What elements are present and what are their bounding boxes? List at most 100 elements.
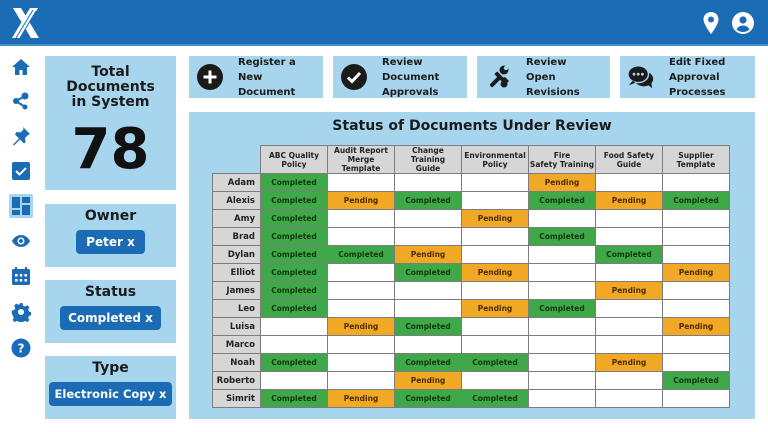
help-icon[interactable]: ? [10,337,32,359]
pin-icon[interactable] [10,125,32,147]
status-cell-completed[interactable]: Completed [461,389,529,408]
column-header[interactable]: Change Training Guide [394,145,462,174]
status-cell-empty[interactable] [327,263,395,282]
status-cell-pending[interactable]: Pending [461,263,529,282]
row-header-name[interactable]: Noah [212,353,261,372]
status-cell-empty[interactable] [327,353,395,372]
status-cell-completed[interactable]: Completed [595,245,663,264]
status-cell-pending[interactable]: Pending [461,299,529,318]
status-cell-empty[interactable] [327,299,395,318]
status-cell-completed[interactable]: Completed [260,227,328,246]
status-cell-empty[interactable] [662,335,730,354]
row-header-name[interactable]: Adam [212,173,261,192]
gear-icon[interactable] [10,301,32,323]
status-cell-empty[interactable] [394,173,462,192]
dashboard-icon[interactable] [9,194,33,218]
status-cell-empty[interactable] [394,299,462,318]
status-cell-empty[interactable] [327,173,395,192]
status-cell-completed[interactable]: Completed [662,191,730,210]
status-cell-empty[interactable] [260,335,328,354]
status-cell-empty[interactable] [662,299,730,318]
status-cell-empty[interactable] [528,317,596,336]
status-cell-empty[interactable] [595,263,663,282]
eye-icon[interactable] [10,230,32,252]
status-cell-completed[interactable]: Completed [528,299,596,318]
column-header[interactable]: Environmental Policy [461,145,529,174]
status-cell-empty[interactable] [595,389,663,408]
row-header-name[interactable]: Marco [212,335,261,354]
status-cell-empty[interactable] [327,371,395,390]
status-cell-completed[interactable]: Completed [260,209,328,228]
status-cell-completed[interactable]: Completed [260,263,328,282]
status-cell-empty[interactable] [327,209,395,228]
status-cell-empty[interactable] [461,227,529,246]
status-cell-empty[interactable] [528,209,596,228]
register-new-document-button[interactable]: Register a New Document [189,56,323,98]
row-header-name[interactable]: Leo [212,299,261,318]
status-cell-completed[interactable]: Completed [260,389,328,408]
status-cell-empty[interactable] [461,317,529,336]
row-header-name[interactable]: Amy [212,209,261,228]
x-logo-icon[interactable] [10,6,40,40]
status-cell-empty[interactable] [595,317,663,336]
column-header[interactable]: Supplier Template [662,145,730,174]
row-header-name[interactable]: Alexis [212,191,261,210]
status-cell-empty[interactable] [461,281,529,300]
status-cell-empty[interactable] [461,191,529,210]
status-cell-pending[interactable]: Pending [595,353,663,372]
status-cell-empty[interactable] [327,227,395,246]
share-icon[interactable] [10,90,32,112]
status-cell-empty[interactable] [662,389,730,408]
status-cell-empty[interactable] [662,353,730,372]
row-header-name[interactable]: Dylan [212,245,261,264]
status-cell-empty[interactable] [595,209,663,228]
status-cell-completed[interactable]: Completed [260,353,328,372]
status-cell-completed[interactable]: Completed [260,191,328,210]
status-cell-empty[interactable] [528,389,596,408]
status-cell-empty[interactable] [461,335,529,354]
status-cell-empty[interactable] [662,209,730,228]
status-cell-pending[interactable]: Pending [662,263,730,282]
status-cell-empty[interactable] [528,263,596,282]
status-cell-pending[interactable]: Pending [394,371,462,390]
row-header-name[interactable]: Brad [212,227,261,246]
row-header-name[interactable]: Roberto [212,371,261,390]
status-cell-empty[interactable] [595,335,663,354]
status-cell-empty[interactable] [327,335,395,354]
status-cell-pending[interactable]: Pending [327,317,395,336]
status-cell-pending[interactable]: Pending [595,191,663,210]
status-cell-empty[interactable] [394,209,462,228]
type-filter-chip[interactable]: Electronic Copy x [48,382,173,406]
status-cell-empty[interactable] [461,173,529,192]
home-icon[interactable] [10,56,32,78]
status-cell-completed[interactable]: Completed [260,281,328,300]
status-cell-completed[interactable]: Completed [394,263,462,282]
column-header[interactable]: Audit Report Merge Template [327,145,395,174]
status-cell-empty[interactable] [461,245,529,264]
column-header[interactable]: Food Safety Guide [595,145,663,174]
status-cell-completed[interactable]: Completed [394,353,462,372]
status-filter-chip[interactable]: Completed x [60,306,161,330]
status-cell-empty[interactable] [260,371,328,390]
location-pin-icon[interactable] [699,11,723,35]
status-cell-pending[interactable]: Pending [394,245,462,264]
user-account-icon[interactable] [731,11,755,35]
status-cell-completed[interactable]: Completed [260,245,328,264]
status-cell-pending[interactable]: Pending [528,173,596,192]
status-cell-pending[interactable]: Pending [327,191,395,210]
status-cell-completed[interactable]: Completed [528,191,596,210]
status-cell-completed[interactable]: Completed [394,191,462,210]
status-cell-empty[interactable] [394,335,462,354]
edit-fixed-approval-processes-button[interactable]: Edit Fixed Approval Processes [620,56,755,98]
status-cell-empty[interactable] [461,371,529,390]
status-cell-pending[interactable]: Pending [595,281,663,300]
status-cell-empty[interactable] [662,281,730,300]
review-document-approvals-button[interactable]: Review Document Approvals [333,56,467,98]
status-cell-pending[interactable]: Pending [662,317,730,336]
owner-filter-chip[interactable]: Peter x [76,230,145,254]
status-cell-empty[interactable] [327,281,395,300]
row-header-name[interactable]: James [212,281,261,300]
status-cell-empty[interactable] [260,317,328,336]
calendar-icon[interactable] [10,265,32,287]
status-cell-pending[interactable]: Pending [327,389,395,408]
